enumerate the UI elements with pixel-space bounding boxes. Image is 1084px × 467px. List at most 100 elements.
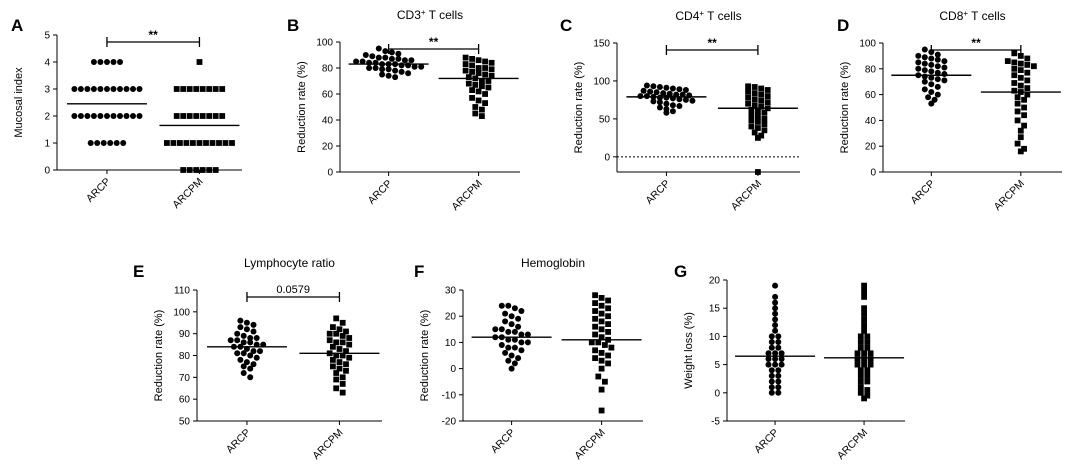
data-point-arcp — [772, 282, 779, 289]
data-point-arcp — [928, 55, 935, 62]
y-tick-label: -20 — [442, 417, 457, 428]
data-point-arcp — [250, 321, 257, 328]
data-point-arcp — [765, 361, 772, 368]
data-point-arcp — [775, 389, 782, 396]
data-point-arcpm — [183, 140, 190, 146]
data-point-arcpm — [193, 167, 200, 173]
data-point-arcp — [768, 344, 775, 351]
data-point-arcpm — [861, 316, 867, 323]
data-point-arcpm — [854, 361, 861, 368]
data-point-arcp — [84, 113, 91, 119]
y-tick-label: 20 — [709, 276, 721, 287]
data-point-arcpm — [326, 337, 333, 344]
data-point-arcpm — [482, 58, 488, 65]
data-point-arcpm — [1021, 104, 1027, 111]
data-point-arcpm — [343, 367, 349, 374]
significance-label: 0.0579 — [276, 284, 310, 296]
y-tick-label: -10 — [442, 390, 457, 401]
data-point-arcp — [768, 384, 775, 391]
data-point-arcp — [515, 315, 522, 322]
data-point-arcpm — [472, 82, 479, 88]
data-point-arcpm — [598, 326, 605, 333]
data-point-arcpm — [333, 352, 340, 359]
data-point-arcp — [247, 374, 254, 381]
data-point-arcpm — [482, 100, 488, 106]
data-point-arcpm — [336, 359, 343, 365]
data-point-arcp — [934, 69, 941, 76]
data-point-arcp — [392, 67, 399, 74]
data-point-arcp — [97, 113, 104, 119]
data-point-arcpm — [748, 117, 755, 124]
data-point-arcp — [250, 348, 257, 355]
data-point-arcpm — [1024, 55, 1031, 62]
data-point-arcp — [772, 350, 779, 357]
data-point-arcp — [511, 344, 518, 351]
data-point-arcp — [663, 109, 670, 116]
data-point-arcpm — [861, 310, 867, 317]
data-point-arcpm — [479, 83, 485, 90]
data-point-arcp — [775, 344, 782, 351]
data-point-arcpm — [1017, 82, 1024, 89]
data-point-arcp — [765, 350, 772, 357]
data-point-arcp — [505, 357, 512, 364]
y-tick-label: 100 — [859, 39, 876, 50]
data-point-arcpm — [602, 378, 608, 385]
data-point-arcpm — [861, 322, 867, 328]
y-tick-label: 0 — [714, 388, 720, 399]
data-point-arcpm — [343, 361, 349, 368]
data-point-arcp — [247, 365, 254, 372]
data-point-arcp — [768, 389, 775, 396]
data-point-arcpm — [485, 78, 492, 84]
data-point-arcpm — [193, 113, 200, 119]
data-point-arcp — [518, 331, 525, 338]
data-point-arcp — [640, 87, 647, 94]
data-point-arcpm — [330, 324, 336, 330]
data-point-arcp — [921, 54, 928, 61]
data-point-arcpm — [602, 342, 608, 348]
y-tick-label: 10 — [445, 338, 457, 349]
data-point-arcp — [401, 57, 408, 64]
data-point-arcp — [772, 356, 779, 362]
data-point-arcpm — [751, 96, 758, 103]
data-point-arcpm — [482, 91, 488, 97]
data-point-arcpm — [761, 116, 768, 122]
data-point-arcp — [71, 113, 78, 119]
data-point-arcpm — [1011, 80, 1018, 86]
data-point-arcp — [234, 350, 241, 357]
x-category-label: ARCPM — [170, 176, 205, 211]
data-point-arcp — [778, 356, 785, 362]
data-point-arcpm — [1014, 140, 1021, 147]
data-point-arcp — [775, 339, 782, 345]
data-point-arcp — [515, 323, 522, 330]
data-point-arcp — [123, 86, 130, 92]
data-point-arcp — [237, 317, 244, 324]
panel-letter: F — [414, 262, 424, 281]
panel-title-main: CD4 — [675, 9, 699, 23]
panel-title: Hemoglobin — [521, 256, 585, 270]
data-point-arcp — [663, 84, 670, 91]
data-point-arcp — [921, 86, 928, 93]
data-point-arcp — [366, 65, 373, 71]
data-point-arcpm — [761, 109, 768, 116]
data-point-arcp — [921, 67, 928, 74]
data-point-arcpm — [180, 86, 187, 92]
data-point-arcpm — [1014, 100, 1021, 107]
data-point-arcp — [524, 331, 531, 338]
data-point-arcpm — [479, 106, 485, 113]
y-tick-label: 30 — [445, 286, 457, 297]
data-point-arcpm — [1024, 77, 1031, 84]
data-point-arcpm — [1011, 59, 1018, 66]
data-point-arcp — [934, 91, 941, 98]
y-tick-label: 40 — [865, 116, 877, 127]
panel-title-tail: T cells — [704, 9, 742, 23]
data-point-arcpm — [592, 355, 598, 361]
data-point-arcp — [372, 65, 379, 71]
data-point-arcp — [87, 140, 94, 146]
data-point-arcp — [77, 86, 84, 92]
data-point-arcpm — [469, 62, 475, 69]
data-point-arcpm — [864, 378, 871, 385]
data-point-arcp — [247, 339, 254, 346]
data-point-arcpm — [867, 361, 874, 368]
panel-title: CD4+ T cells — [675, 9, 741, 24]
data-point-arcpm — [605, 321, 611, 327]
